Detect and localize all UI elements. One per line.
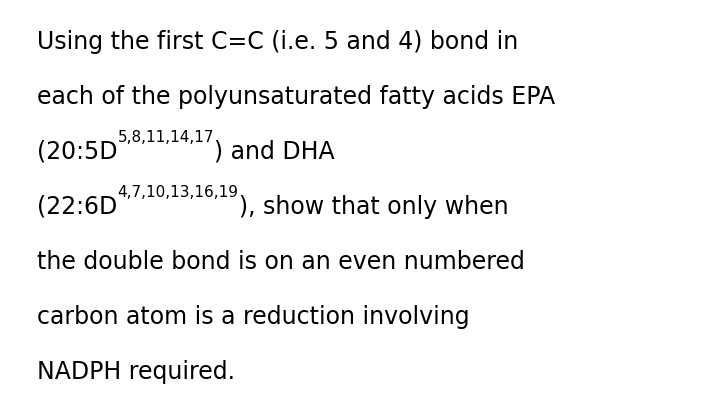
Text: ), show that only when: ), show that only when [239,195,508,219]
Text: ) and DHA: ) and DHA [215,140,335,164]
Text: NADPH required.: NADPH required. [37,359,235,383]
Text: 5,8,11,14,17: 5,8,11,14,17 [118,130,215,144]
Text: 4,7,10,13,16,19: 4,7,10,13,16,19 [117,185,239,199]
Text: (22:6D: (22:6D [37,195,117,219]
Text: Using the first C=C (i.e. 5 and 4) bond in: Using the first C=C (i.e. 5 and 4) bond … [37,30,518,54]
Text: carbon atom is a reduction involving: carbon atom is a reduction involving [37,304,470,328]
Text: the double bond is on an even numbered: the double bond is on an even numbered [37,249,526,274]
Text: (20:5D: (20:5D [37,140,118,164]
Text: each of the polyunsaturated fatty acids EPA: each of the polyunsaturated fatty acids … [37,85,556,109]
